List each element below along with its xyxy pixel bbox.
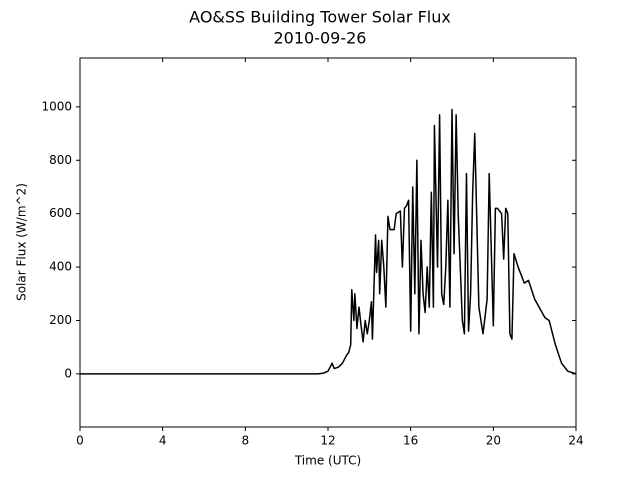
y-tick-label: 800 xyxy=(49,153,72,167)
x-tick-label: 12 xyxy=(320,434,335,448)
y-tick-label: 200 xyxy=(49,313,72,327)
data-line xyxy=(80,108,577,375)
y-tick-label: 1000 xyxy=(41,99,72,113)
x-tick-label: 24 xyxy=(568,434,583,448)
x-tick-label: 8 xyxy=(242,434,250,448)
chart-subtitle: 2010-09-26 xyxy=(274,29,367,48)
x-tick-label: 0 xyxy=(76,434,84,448)
x-tick-label: 4 xyxy=(159,434,167,448)
chart-title: AO&SS Building Tower Solar Flux xyxy=(189,8,451,27)
x-tick-label: 20 xyxy=(486,434,501,448)
x-axis-label: Time (UTC) xyxy=(294,454,361,468)
y-tick-label: 0 xyxy=(64,366,72,380)
x-tick-label: 16 xyxy=(403,434,418,448)
y-tick-label: 400 xyxy=(49,260,72,274)
y-axis-label: Solar Flux (W/m^2) xyxy=(15,183,29,301)
y-tick-label: 600 xyxy=(49,206,72,220)
